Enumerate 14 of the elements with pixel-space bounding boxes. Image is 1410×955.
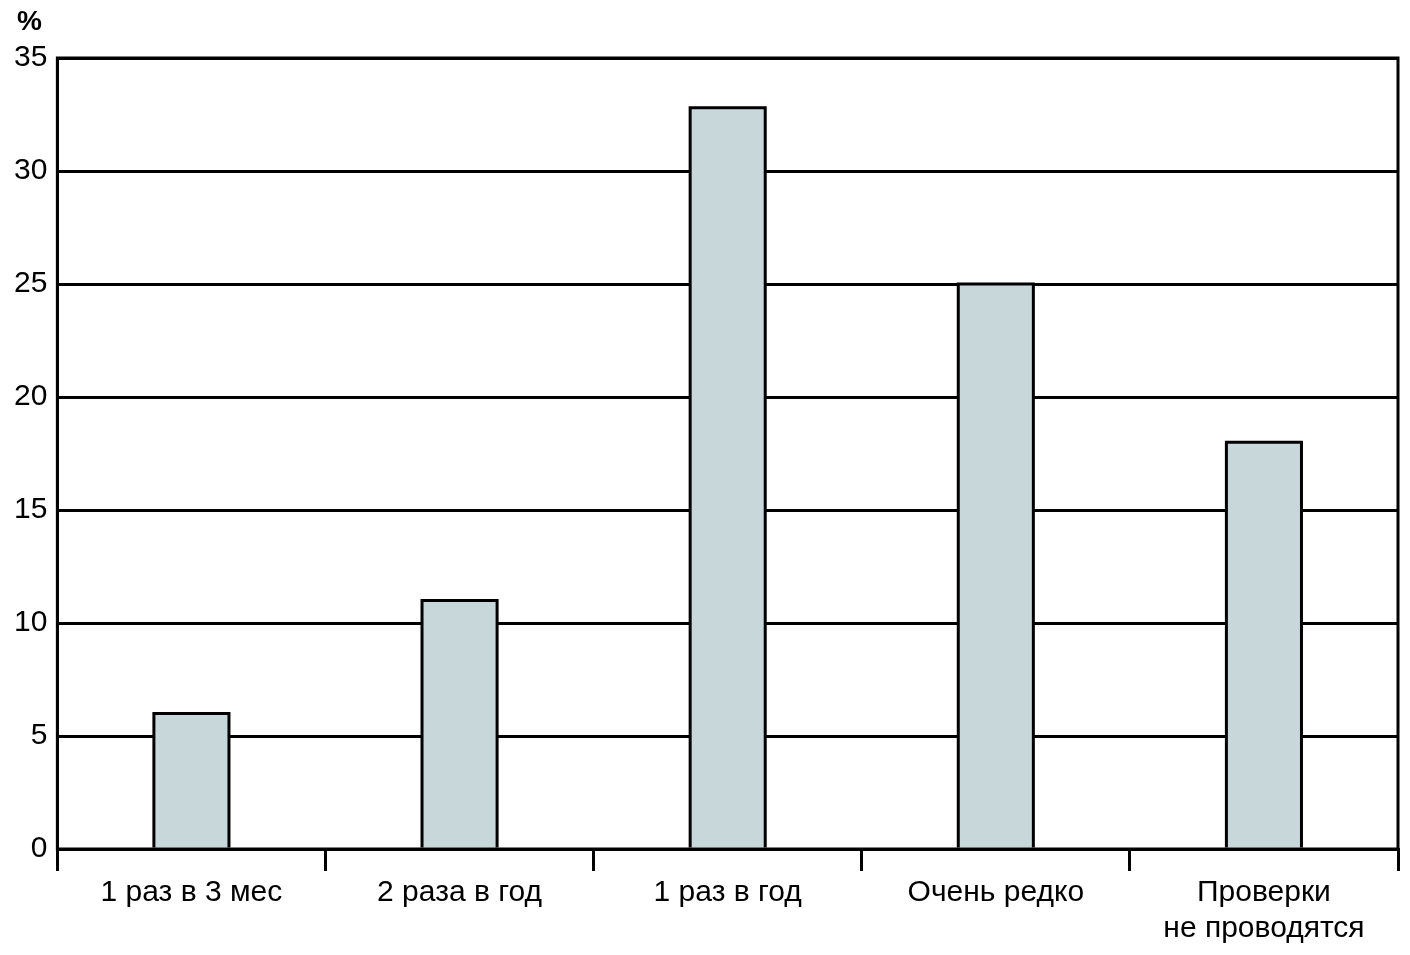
y-tick-label: 10 <box>13 604 48 638</box>
x-tick-label: 1 раз в год <box>653 874 802 908</box>
y-tick-label: 5 <box>30 717 48 751</box>
x-tick-label: 2 раза в год <box>377 874 543 908</box>
x-tick-label: 1 раз в 3 мес <box>100 874 283 908</box>
y-tick-label: 0 <box>30 830 48 864</box>
y-tick-label: 15 <box>13 491 48 525</box>
y-tick-label: 35 <box>13 39 48 73</box>
x-tick-label: Проверки не проводятся <box>1163 874 1365 944</box>
y-tick-label: 30 <box>13 152 48 186</box>
y-tick-label: 25 <box>13 265 48 299</box>
y-tick-label: 20 <box>13 378 48 412</box>
x-tick-label: Очень редко <box>907 874 1085 908</box>
y-axis-title: % <box>16 4 42 36</box>
